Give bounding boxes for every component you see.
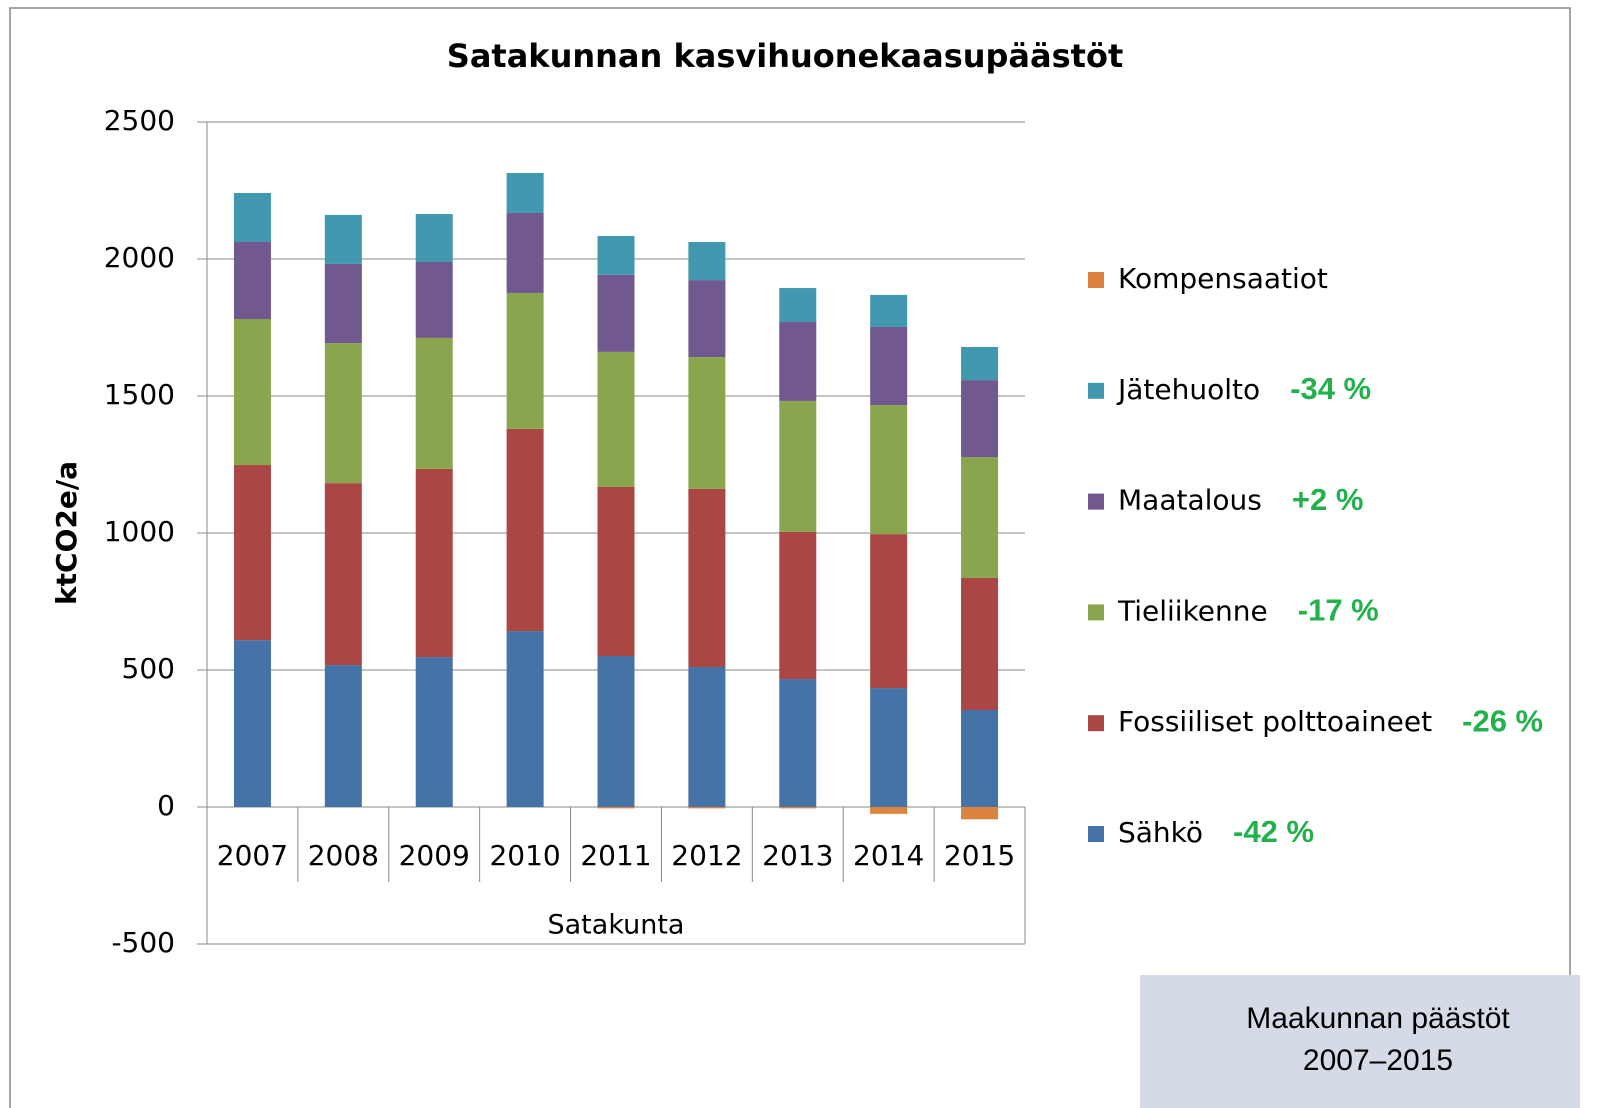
bar-segment — [688, 280, 726, 358]
bar-segment — [415, 657, 453, 807]
y-tick-label: 500 — [122, 652, 175, 685]
bar-segment — [506, 631, 544, 807]
x-tick-label: 2007 — [217, 839, 288, 872]
bar-segment — [870, 326, 908, 406]
legend-label: Tieliikenne — [1117, 594, 1268, 627]
bar-segment — [688, 357, 726, 489]
bar-segment — [415, 214, 453, 263]
bar-segment — [870, 534, 908, 689]
legend-label: Fossiiliset polttoaineet — [1118, 705, 1432, 738]
legend-label: Sähkö — [1118, 816, 1203, 849]
x-tick-label: 2011 — [580, 839, 651, 872]
bar-segment — [233, 640, 271, 807]
bar-segment — [324, 483, 362, 666]
x-tick-label: 2008 — [308, 839, 379, 872]
bar-segment — [415, 337, 453, 469]
legend-swatch — [1088, 826, 1104, 842]
bar-segment — [779, 288, 817, 323]
bar-segment — [961, 577, 999, 711]
legend-label: Jätehuolto — [1116, 373, 1260, 406]
legend-change: -26 % — [1462, 703, 1543, 738]
legend-change: +2 % — [1292, 482, 1364, 517]
legend-swatch — [1088, 382, 1104, 399]
bar-segment — [961, 457, 999, 578]
x-tick-label: 2014 — [853, 839, 924, 872]
bar-segment — [597, 351, 635, 487]
chart-title: Satakunnan kasvihuonekaasupäästöt — [447, 37, 1123, 75]
bar-segment — [779, 807, 817, 809]
bar-segment — [597, 274, 635, 352]
bar-segment — [233, 242, 271, 320]
x-tick-label: 2013 — [762, 839, 833, 872]
bar-segment — [324, 263, 362, 344]
bar-segment — [506, 172, 544, 213]
bar-segment — [233, 319, 271, 466]
bar-segment — [597, 235, 635, 275]
bar-segment — [688, 242, 726, 281]
legend-change: -42 % — [1233, 814, 1314, 849]
bar-segment — [415, 468, 453, 658]
legend-label: Kompensaatiot — [1118, 262, 1328, 295]
bar-segment — [597, 486, 635, 657]
y-tick-label: 1000 — [104, 515, 175, 548]
x-tick-label: 2012 — [671, 839, 742, 872]
bar-segment — [415, 262, 453, 338]
y-tick-label: 2500 — [104, 104, 175, 137]
bar-segment — [779, 400, 817, 532]
y-tick-label: 0 — [157, 789, 175, 822]
bar-segment — [688, 666, 726, 807]
bar-segment — [233, 192, 271, 243]
bar-segment — [870, 807, 908, 814]
note-line: 2007–2015 — [1303, 1044, 1453, 1077]
legend-swatch — [1088, 604, 1104, 621]
note-line: Maakunnan päästöt — [1246, 1002, 1510, 1035]
legend-change: -17 % — [1298, 593, 1379, 628]
bar-segment — [961, 380, 999, 458]
bar-segment — [870, 688, 908, 807]
legend-swatch — [1088, 272, 1104, 288]
bar-segment — [688, 807, 726, 809]
x-tick-label: 2010 — [489, 839, 560, 872]
bar-segment — [961, 710, 999, 807]
bar-segment — [961, 807, 999, 820]
legend-label: Maatalous — [1118, 484, 1262, 517]
x-tick-label: 2009 — [399, 839, 470, 872]
bar-segment — [233, 465, 271, 641]
x-axis-label: Satakunta — [548, 910, 685, 941]
bar-segment — [688, 488, 726, 667]
note-box — [1140, 975, 1580, 1108]
bar-segment — [324, 343, 362, 484]
x-tick-label: 2015 — [944, 839, 1015, 872]
bar-segment — [506, 292, 544, 429]
bar-segment — [870, 294, 908, 327]
y-tick-label: 1500 — [104, 378, 175, 411]
y-axis-label: ktCO2e/a — [50, 461, 83, 605]
bar-segment — [324, 214, 362, 264]
bar-segment — [870, 405, 908, 535]
legend-swatch — [1088, 493, 1104, 510]
y-tick-label: 2000 — [104, 241, 175, 274]
bar-segment — [506, 212, 544, 293]
bar-segment — [324, 665, 362, 807]
bar-segment — [597, 807, 635, 809]
bar-segment — [779, 679, 817, 807]
bar-segment — [779, 531, 817, 680]
bar-segment — [779, 322, 817, 401]
y-tick-label: -500 — [111, 926, 175, 959]
legend-change: -34 % — [1290, 371, 1371, 406]
bar-segment — [506, 428, 544, 632]
bar-segment — [597, 656, 635, 807]
legend-swatch — [1088, 715, 1104, 732]
bar-segment — [961, 346, 999, 381]
